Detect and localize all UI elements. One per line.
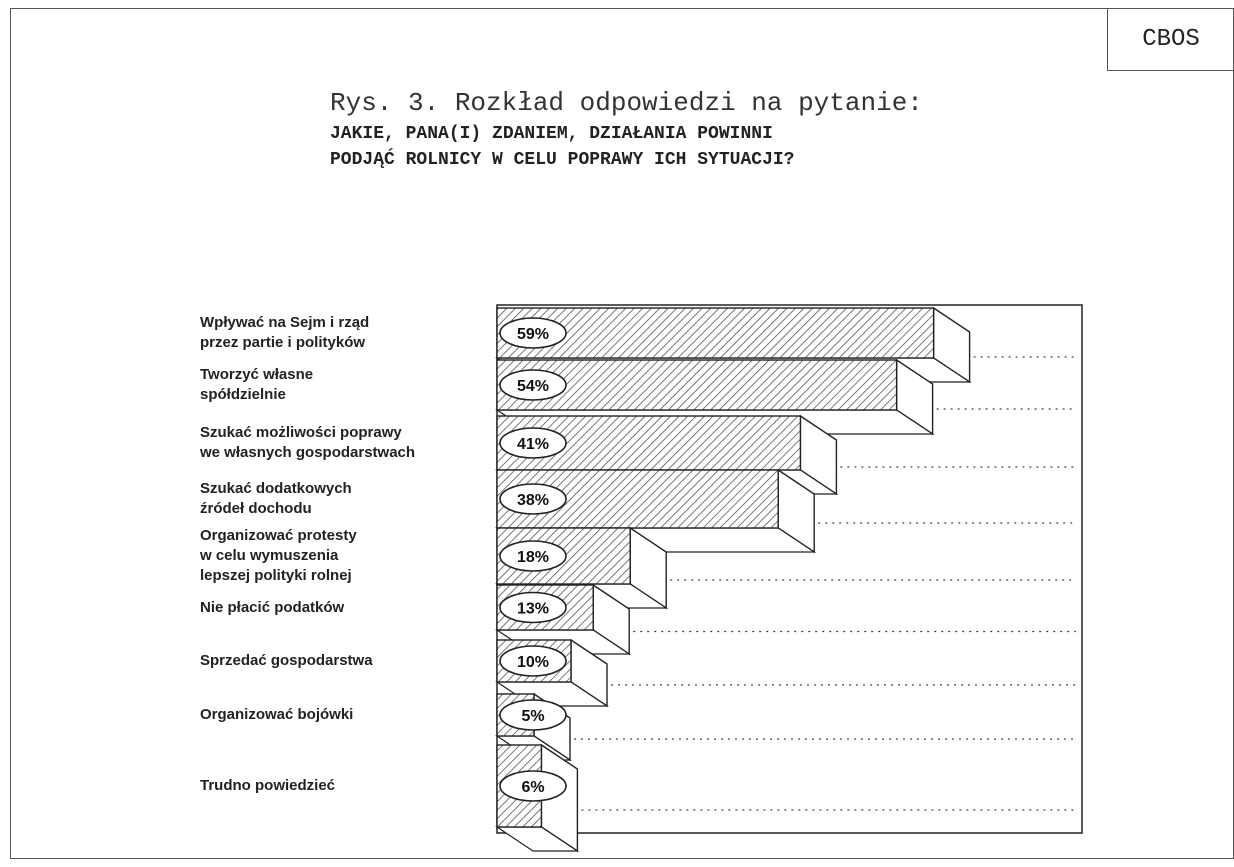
value-label-9: 6% <box>521 779 544 796</box>
category-label-5: Organizować protesty w celu wymuszenia l… <box>200 527 357 584</box>
value-label-7: 10% <box>517 654 549 671</box>
value-badge-2 <box>499 369 567 401</box>
category-label-9: Trudno powiedzieć <box>200 777 336 794</box>
category-label-6: Nie płacić podatków <box>200 598 345 616</box>
title-line-2: JAKIE, PANA(I) ZDANIEM, DZIAŁANIA POWINN… <box>330 124 773 144</box>
value-badge-1 <box>499 317 567 349</box>
category-label-1: Wpływać na Sejm i rząd przez partie i po… <box>200 314 370 351</box>
category-label-4: Szukać dodatkowych źródeł dochodu <box>200 480 352 517</box>
category-label-2: Tworzyć własne spółdzielnie <box>200 366 314 403</box>
value-label-4: 38% <box>517 492 549 509</box>
value-label-5: 18% <box>517 549 549 566</box>
value-label-3: 41% <box>517 436 549 453</box>
value-label-2: 54% <box>517 378 549 395</box>
value-badge-7 <box>499 645 567 677</box>
cbos-badge: CBOS <box>1107 8 1234 71</box>
value-badge-4 <box>499 483 567 515</box>
value-badge-9 <box>499 770 567 802</box>
category-label-8: Organizować bojówki <box>200 706 354 723</box>
value-badge-8 <box>499 699 567 731</box>
category-label-7: Sprzedać gospodarstwa <box>200 652 373 669</box>
value-label-8: 5% <box>521 708 544 725</box>
value-badge-5 <box>499 540 567 572</box>
chart-title: Rys. 3. Rozkład odpowiedzi na pytanie: J… <box>330 88 1110 170</box>
bar-2 <box>496 359 898 411</box>
value-label-1: 59% <box>517 326 549 343</box>
title-line-1: Rys. 3. Rozkład odpowiedzi na pytanie: <box>330 88 923 118</box>
value-badge-6 <box>499 591 567 624</box>
value-badge-3 <box>499 427 567 459</box>
title-line-3: PODJĄĆ ROLNICY W CELU POPRAWY ICH SYTUAC… <box>330 150 795 170</box>
bar-1 <box>496 307 935 359</box>
value-label-6: 13% <box>517 601 549 618</box>
category-label-3: Szukać możliwości poprawy we własnych go… <box>200 424 416 461</box>
